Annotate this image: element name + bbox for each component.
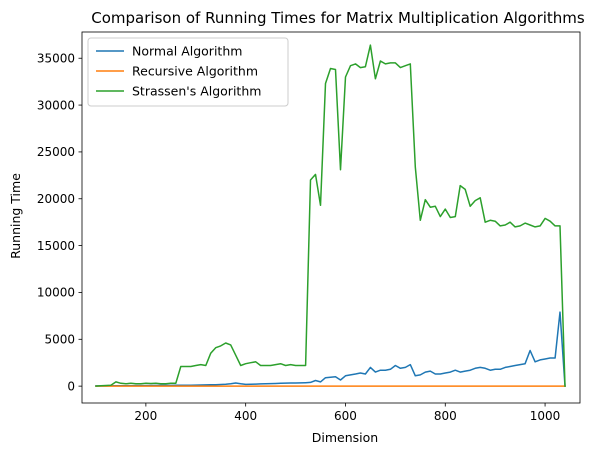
y-tick-label: 30000 [37, 98, 75, 112]
y-tick-label: 20000 [37, 192, 75, 206]
x-tick-label: 600 [334, 409, 357, 423]
legend-box [87, 37, 289, 107]
axes-frame [81, 31, 581, 404]
x-tick-label: 800 [434, 409, 457, 423]
series-line-normal-algorithm [95, 311, 566, 387]
legend-label-recursive-algorithm: Recursive Algorithm [132, 64, 258, 79]
y-tick-label: 15000 [37, 239, 75, 253]
y-tick-label: 35000 [37, 52, 75, 66]
chart-title: Comparison of Running Times for Matrix M… [91, 9, 585, 27]
plot-area: 200 400 600 800 1000050001000015000200002500… [37, 31, 581, 423]
y-axis-label: Running Time [8, 173, 23, 259]
y-tick-label: 25000 [37, 145, 75, 159]
x-tick-label: 200 [134, 409, 157, 423]
legend-label-strassen-s-algorithm: Strassen's Algorithm [132, 84, 261, 99]
y-tick-label: 10000 [37, 286, 75, 300]
y-tick-label: 0 [67, 379, 75, 393]
x-tick-label: 400 [234, 409, 257, 423]
y-tick-label: 5000 [44, 333, 75, 347]
series-line-strassen-s-algorithm [95, 44, 566, 387]
legend-label-normal-algorithm: Normal Algorithm [132, 44, 242, 59]
x-tick-label: 1000 [530, 409, 561, 423]
x-axis-label: Dimension [312, 430, 378, 445]
